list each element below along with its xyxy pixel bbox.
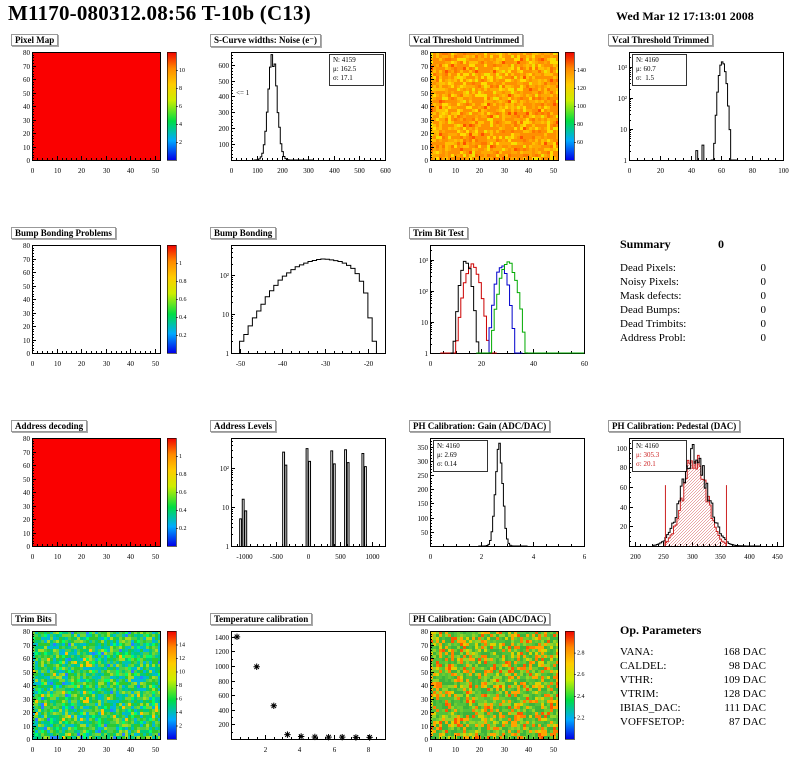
panel-address-decoding: Address decoding [6,416,198,574]
summary-row-value: 0 [760,332,767,344]
summary-row-value: 0 [760,262,767,274]
summary-total: 0 [718,237,724,251]
op-row-caldel: CALDEL: 98 DAC [620,659,766,673]
panel-vcal-untrimmed: Vcal Threshold Untrimmed [404,30,596,188]
vcal-trimmed-canvas [603,48,793,176]
op-row-vtrim: VTRIM: 128 DAC [620,687,766,701]
chart-title-ph-gain-map: PH Calibration: Gain (ADC/DAC) [409,613,551,625]
chart-title-ph-gain-hist: PH Calibration: Gain (ADC/DAC) [409,420,551,432]
op-row-value: 128 DAC [723,688,766,700]
trim-bits-map-canvas [6,627,196,755]
chart-title-ph-pedestal-hist: PH Calibration: Pedestal (DAC) [608,420,741,432]
summary-row-noisy-pixels: Noisy Pixels: 0 [620,275,766,289]
panel-address-levels: Address Levels [205,416,397,574]
panel-pixel-map: Pixel Map [6,30,198,188]
summary-row-value: 0 [760,304,767,316]
summary-row-label: Mask defects: [620,290,682,302]
chart-title-scurve-noise: S-Curve widths: Noise (e⁻) [210,34,321,47]
op-row-label: CALDEL: [620,660,667,672]
summary-row-label: Address Probl: [620,332,686,344]
chart-title-trim-bit-test: Trim Bit Test [409,227,468,239]
panel-ph-gain-hist: PH Calibration: Gain (ADC/DAC) [404,416,596,574]
chart-title-vcal-trimmed: Vcal Threshold Trimmed [608,34,713,46]
summary-row-dead-trimbits: Dead Trimbits: 0 [620,317,766,331]
op-row-label: VANA: [620,646,654,658]
summary-row-value: 0 [760,318,767,330]
chart-title-address-levels: Address Levels [210,420,277,432]
op-row-value: 168 DAC [723,646,766,658]
op-parameters-panel: Op. Parameters VANA: 168 DAC CALDEL: 98 … [603,609,795,767]
summary-row-label: Noisy Pixels: [620,276,679,288]
summary-row-value: 0 [760,290,767,302]
summary-row-label: Dead Trimbits: [620,318,687,330]
op-row-label: VOFFSETOP: [620,716,685,728]
address-levels-canvas [205,434,395,562]
summary-row-dead-pixels: Dead Pixels: 0 [620,261,766,275]
chart-title-bump-problems: Bump Bonding Problems [11,227,116,239]
bump-problems-canvas [6,241,196,369]
summary-row-label: Dead Pixels: [620,262,676,274]
op-row-vana: VANA: 168 DAC [620,645,766,659]
ph-gain-map-canvas [404,627,594,755]
summary-row-address-probl: Address Probl: 0 [620,331,766,345]
panel-temperature-calibration: Temperature calibration [205,609,397,767]
timestamp: Wed Mar 12 17:13:01 2008 [616,9,754,23]
summary-title: Summary [620,237,671,251]
summary-header: Summary 0 [620,237,724,252]
summary-row-label: Dead Bumps: [620,304,681,316]
chart-title-address-decoding: Address decoding [11,420,88,432]
op-row-voffsetop: VOFFSETOP: 87 DAC [620,715,766,729]
vcal-untrimmed-canvas [404,48,594,176]
panel-bump-bonding: Bump Bonding [205,223,397,381]
op-row-value: 87 DAC [729,716,766,728]
panel-scurve-noise: S-Curve widths: Noise (e⁻) [205,30,397,188]
panel-trim-bits-map: Trim Bits [6,609,198,767]
address-decoding-canvas [6,434,196,562]
ph-pedestal-hist-canvas [603,434,793,562]
op-row-label: IBIAS_DAC: [620,702,681,714]
panel-ph-gain-map: PH Calibration: Gain (ADC/DAC) [404,609,596,767]
chart-title-bump-bonding: Bump Bonding [210,227,277,239]
panel-bump-problems: Bump Bonding Problems [6,223,198,381]
temperature-calibration-canvas [205,627,395,755]
op-row-value: 109 DAC [723,674,766,686]
panel-trim-bit-test: Trim Bit Test [404,223,596,381]
chart-title-temperature-calibration: Temperature calibration [210,613,313,625]
op-parameters-title: Op. Parameters [620,623,702,637]
summary-row-mask-defects: Mask defects: 0 [620,289,766,303]
chart-title-vcal-untrimmed: Vcal Threshold Untrimmed [409,34,524,46]
ph-gain-hist-canvas [404,434,594,562]
op-row-label: VTHR: [620,674,653,686]
op-row-ibias-dac: IBIAS_DAC: 111 DAC [620,701,766,715]
bump-bonding-canvas [205,241,395,369]
page-title: M1170-080312.08:56 T-10b (C13) [8,1,311,25]
scurve-noise-canvas [205,48,395,176]
summary-panel: Summary 0 Dead Pixels: 0 Noisy Pixels: 0… [603,223,795,381]
panel-ph-pedestal-hist: PH Calibration: Pedestal (DAC) [603,416,795,574]
op-row-value: 111 DAC [724,702,766,714]
pixel-map-canvas [6,48,196,176]
panel-vcal-trimmed: Vcal Threshold Trimmed [603,30,795,188]
trim-bit-test-canvas [404,241,594,369]
op-row-value: 98 DAC [729,660,766,672]
op-row-label: VTRIM: [620,688,659,700]
chart-title-pixel-map: Pixel Map [11,34,59,46]
op-row-vthr: VTHR: 109 DAC [620,673,766,687]
summary-row-dead-bumps: Dead Bumps: 0 [620,303,766,317]
chart-title-trim-bits-map: Trim Bits [11,613,56,625]
summary-row-value: 0 [760,276,767,288]
